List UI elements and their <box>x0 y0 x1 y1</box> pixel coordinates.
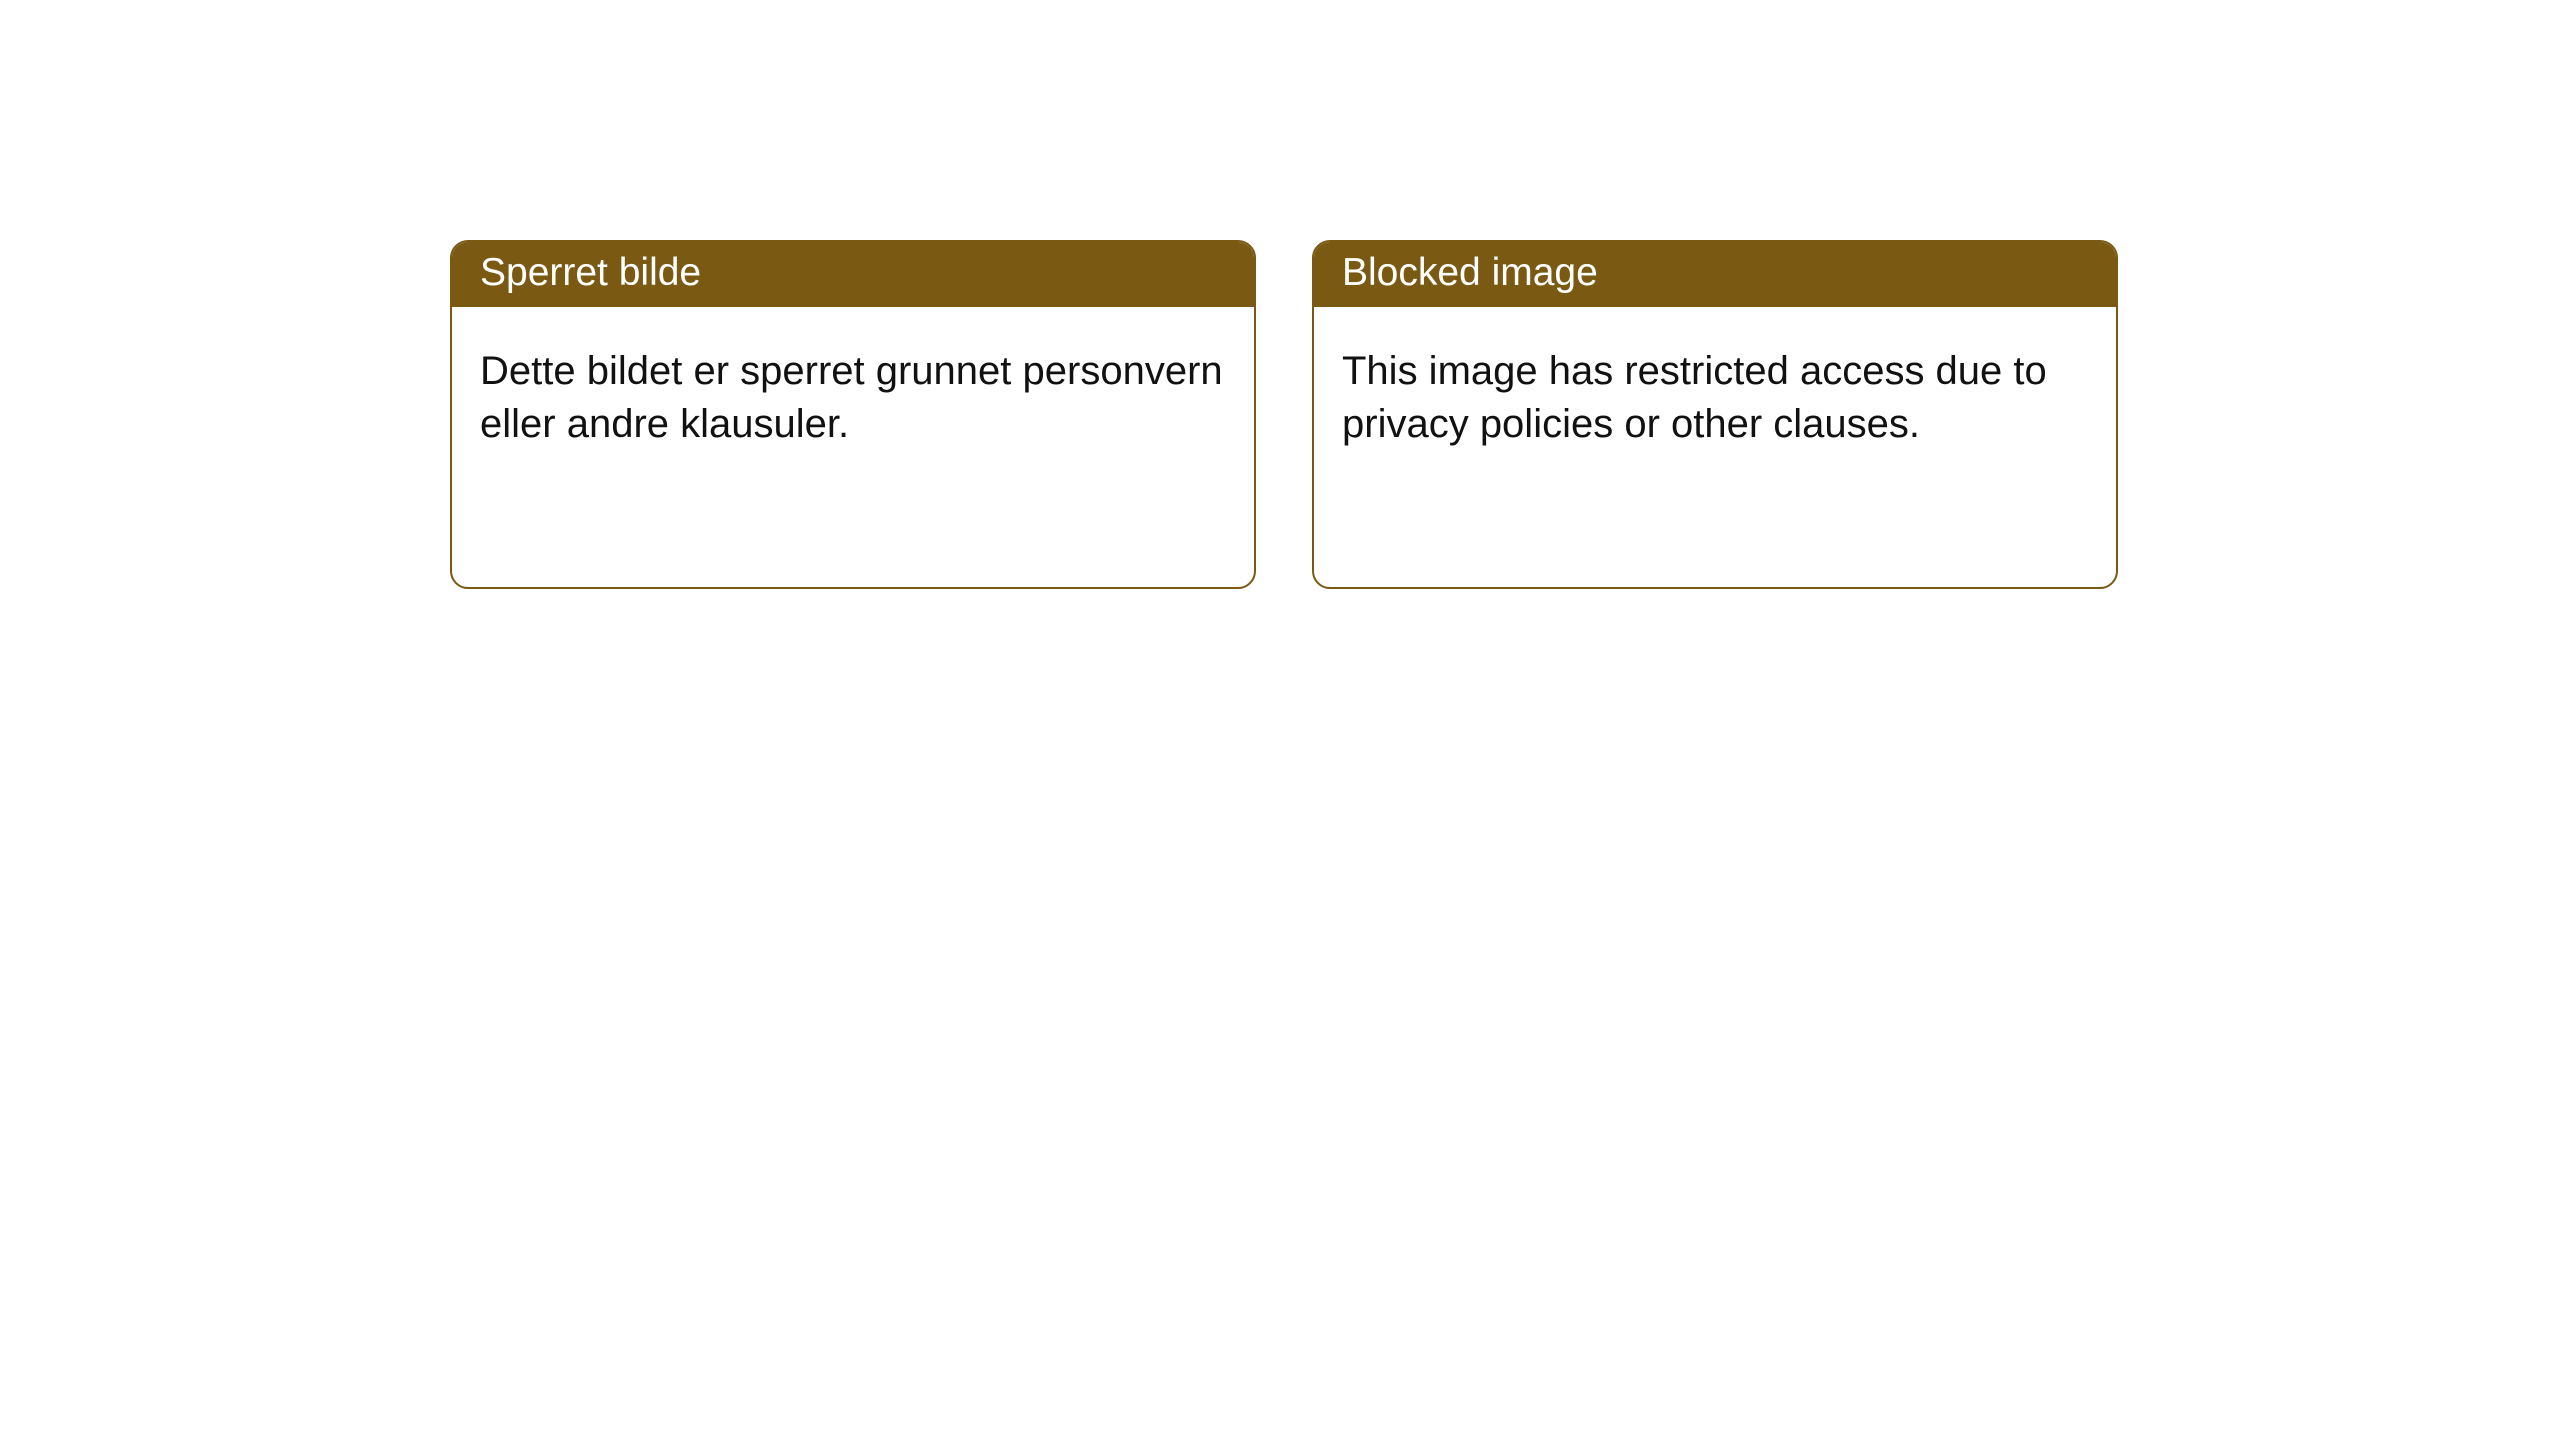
notice-header: Blocked image <box>1314 242 2116 307</box>
notice-body: Dette bildet er sperret grunnet personve… <box>452 307 1254 587</box>
notice-header: Sperret bilde <box>452 242 1254 307</box>
notice-body: This image has restricted access due to … <box>1314 307 2116 587</box>
notice-box-norwegian: Sperret bilde Dette bildet er sperret gr… <box>450 240 1256 589</box>
notice-container: Sperret bilde Dette bildet er sperret gr… <box>0 0 2560 589</box>
notice-box-english: Blocked image This image has restricted … <box>1312 240 2118 589</box>
